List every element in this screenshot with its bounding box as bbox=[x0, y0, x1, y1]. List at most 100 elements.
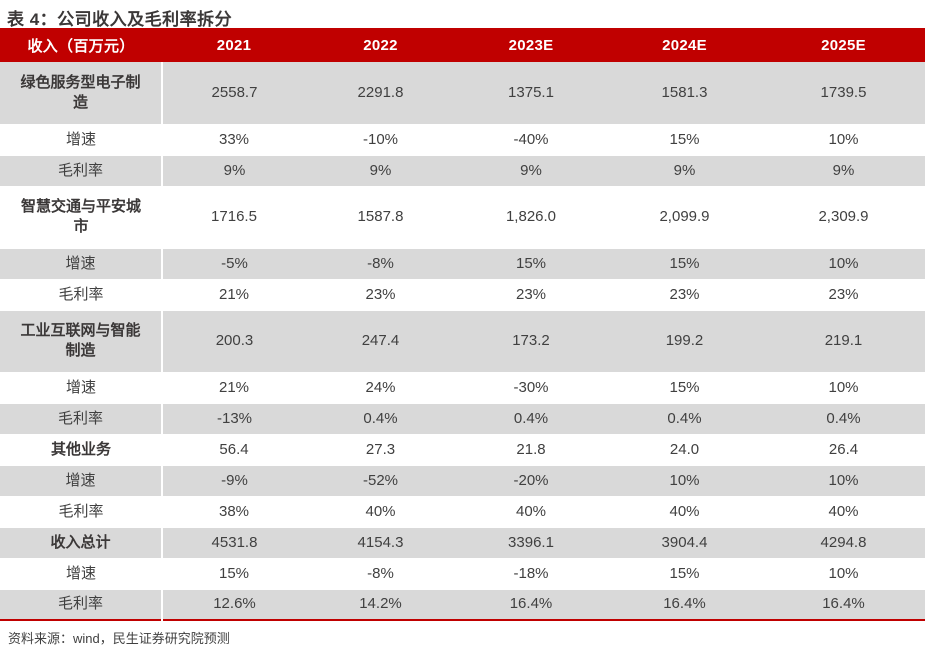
table-row: 收入总计 4531.8 4154.3 3396.1 3904.4 4294.8 bbox=[0, 527, 925, 559]
header-cell-year: 2025E bbox=[762, 28, 925, 62]
value-cell: 9% bbox=[762, 155, 925, 187]
value-cell: 15% bbox=[455, 248, 607, 280]
value-cell: 0.4% bbox=[306, 403, 455, 435]
value-cell: 2,099.9 bbox=[607, 186, 762, 249]
header-cell-year: 2024E bbox=[607, 28, 762, 62]
value-cell: 15% bbox=[607, 124, 762, 156]
table-title: 表 4：公司收入及毛利率拆分 bbox=[7, 10, 233, 29]
value-cell: 0.4% bbox=[607, 403, 762, 435]
value-cell: 9% bbox=[306, 155, 455, 187]
value-cell: -40% bbox=[455, 124, 607, 156]
value-cell: 26.4 bbox=[762, 434, 925, 466]
value-cell: 247.4 bbox=[306, 310, 455, 373]
value-cell: 33% bbox=[162, 124, 306, 156]
value-cell: 23% bbox=[607, 279, 762, 311]
value-cell: 3396.1 bbox=[455, 527, 607, 559]
header-cell-year: 2021 bbox=[162, 28, 306, 62]
value-cell: -8% bbox=[306, 558, 455, 590]
value-cell: 14.2% bbox=[306, 589, 455, 621]
row-label: 智慧交通与平安城市 bbox=[0, 186, 162, 249]
value-cell: 1581.3 bbox=[607, 62, 762, 125]
value-cell: -5% bbox=[162, 248, 306, 280]
value-cell: 219.1 bbox=[762, 310, 925, 373]
value-cell: 9% bbox=[162, 155, 306, 187]
value-cell: 4294.8 bbox=[762, 527, 925, 559]
revenue-table: 收入（百万元） 2021 2022 2023E 2024E 2025E 绿色服务型电子制造… bbox=[0, 28, 925, 621]
table-row: 智慧交通与平安城市 1716.5 1587.8 1,826.0 2,099.9 2,309… bbox=[0, 186, 925, 249]
value-cell: 40% bbox=[762, 496, 925, 528]
row-label: 毛利率 bbox=[0, 496, 162, 528]
value-cell: 21.8 bbox=[455, 434, 607, 466]
value-cell: 2558.7 bbox=[162, 62, 306, 125]
value-cell: 9% bbox=[455, 155, 607, 187]
value-cell: -10% bbox=[306, 124, 455, 156]
value-cell: 56.4 bbox=[162, 434, 306, 466]
value-cell: 27.3 bbox=[306, 434, 455, 466]
value-cell: 10% bbox=[762, 372, 925, 404]
value-cell: 24% bbox=[306, 372, 455, 404]
table-row: 毛利率 12.6% 14.2% 16.4% 16.4% 16.4% bbox=[0, 589, 925, 621]
value-cell: 16.4% bbox=[455, 589, 607, 621]
value-cell: 2,309.9 bbox=[762, 186, 925, 249]
value-cell: 4531.8 bbox=[162, 527, 306, 559]
value-cell: -8% bbox=[306, 248, 455, 280]
value-cell: 1716.5 bbox=[162, 186, 306, 249]
table-row: 增速 21% 24% -30% 15% 10% bbox=[0, 372, 925, 404]
value-cell: 15% bbox=[162, 558, 306, 590]
value-cell: 0.4% bbox=[455, 403, 607, 435]
table-row: 毛利率 -13% 0.4% 0.4% 0.4% 0.4% bbox=[0, 403, 925, 435]
header-cell-year: 2023E bbox=[455, 28, 607, 62]
table-row: 增速 15% -8% -18% 15% 10% bbox=[0, 558, 925, 590]
row-label: 毛利率 bbox=[0, 589, 163, 621]
value-cell: -20% bbox=[455, 465, 607, 497]
row-label: 收入总计 bbox=[0, 527, 163, 559]
value-cell: 10% bbox=[762, 465, 925, 497]
value-cell: 0.4% bbox=[762, 403, 925, 435]
value-cell: 16.4% bbox=[607, 589, 762, 621]
value-cell: 4154.3 bbox=[306, 527, 455, 559]
table-row: 增速 33% -10% -40% 15% 10% bbox=[0, 124, 925, 156]
value-cell: 1375.1 bbox=[455, 62, 607, 125]
table-row: 其他业务 56.4 27.3 21.8 24.0 26.4 bbox=[0, 434, 925, 466]
value-cell: 40% bbox=[607, 496, 762, 528]
table-row: 增速 -9% -52% -20% 10% 10% bbox=[0, 465, 925, 497]
row-label: 毛利率 bbox=[0, 403, 163, 435]
table-body: 绿色服务型电子制造 2558.7 2291.8 1375.1 1581.3 1739.5 增… bbox=[0, 62, 925, 621]
value-cell: 10% bbox=[762, 124, 925, 156]
value-cell: 23% bbox=[306, 279, 455, 311]
value-cell: 10% bbox=[607, 465, 762, 497]
value-cell: -9% bbox=[162, 465, 306, 497]
value-cell: -52% bbox=[306, 465, 455, 497]
value-cell: 40% bbox=[455, 496, 607, 528]
value-cell: 40% bbox=[306, 496, 455, 528]
value-cell: 199.2 bbox=[607, 310, 762, 373]
table-row: 毛利率 38% 40% 40% 40% 40% bbox=[0, 496, 925, 528]
row-label: 增速 bbox=[0, 124, 162, 156]
value-cell: 1739.5 bbox=[762, 62, 925, 125]
value-cell: 15% bbox=[607, 372, 762, 404]
row-label: 增速 bbox=[0, 558, 162, 590]
value-cell: 10% bbox=[762, 558, 925, 590]
row-label: 增速 bbox=[0, 248, 163, 280]
value-cell: 23% bbox=[455, 279, 607, 311]
row-label: 绿色服务型电子制造 bbox=[0, 62, 163, 125]
row-label: 其他业务 bbox=[0, 434, 162, 466]
row-label: 毛利率 bbox=[0, 279, 162, 311]
value-cell: 21% bbox=[162, 372, 306, 404]
row-label: 增速 bbox=[0, 465, 163, 497]
value-cell: -18% bbox=[455, 558, 607, 590]
value-cell: 23% bbox=[762, 279, 925, 311]
value-cell: 15% bbox=[607, 558, 762, 590]
header-cell-revenue-unit: 收入（百万元） bbox=[0, 28, 162, 62]
value-cell: 38% bbox=[162, 496, 306, 528]
row-label: 毛利率 bbox=[0, 155, 163, 187]
table-row: 增速 -5% -8% 15% 15% 10% bbox=[0, 248, 925, 280]
value-cell: 16.4% bbox=[762, 589, 925, 621]
value-cell: 173.2 bbox=[455, 310, 607, 373]
source-note: 资料来源：wind，民生证券研究院预测 bbox=[8, 631, 230, 646]
value-cell: 15% bbox=[607, 248, 762, 280]
value-cell: 24.0 bbox=[607, 434, 762, 466]
value-cell: 200.3 bbox=[162, 310, 306, 373]
table-row: 绿色服务型电子制造 2558.7 2291.8 1375.1 1581.3 1739.5 bbox=[0, 62, 925, 125]
